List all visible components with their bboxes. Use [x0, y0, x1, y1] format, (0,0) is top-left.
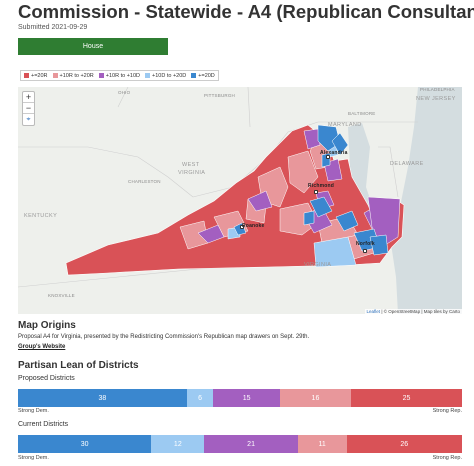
- current-lean-segment: 12: [151, 435, 205, 453]
- map-label-charleston: CHARLESTON: [128, 179, 161, 184]
- partisan-lean-heading: Partisan Lean of Districts: [18, 360, 139, 371]
- current-lean-segment: 11: [297, 435, 347, 453]
- legend-label: +10R to +20R: [59, 72, 94, 79]
- map-label-baltimore: BALTIMORE: [348, 111, 376, 116]
- map-legend: +=20R +10R to +20R +10R to +10D +10D to +20…: [20, 70, 219, 81]
- map-label-knoxville: KNOXVILLE: [48, 293, 75, 298]
- city-marker-richmond: [314, 190, 318, 194]
- legend-swatch: [191, 73, 197, 78]
- map-label-alexandria: Alexandria: [320, 150, 348, 156]
- legend-item: +10D to +20D: [145, 73, 186, 79]
- current-lean-segment: 21: [204, 435, 298, 453]
- legend-swatch: [52, 73, 58, 78]
- current-lean-bar: 30 12 21 11 26: [18, 435, 462, 453]
- proposed-lean-segment: 16: [279, 389, 351, 407]
- legend-item: +10R to +10D: [98, 72, 141, 79]
- zoom-in-button[interactable]: +: [23, 92, 34, 103]
- map-label-norfolk: Norfolk: [356, 241, 375, 247]
- map-origins-heading: Map Origins: [18, 320, 76, 331]
- map-label-pittsburgh: PITTSBURGH: [204, 93, 236, 98]
- map-label-west-2: VIRGINIA: [178, 170, 206, 176]
- strong-dem-label-current: Strong Dem.: [18, 455, 49, 461]
- group-website-link[interactable]: Group's Website: [18, 344, 66, 350]
- strong-rep-label-current: Strong Rep.: [432, 455, 462, 461]
- ocean: [390, 87, 462, 314]
- map-label-west-1: WEST: [182, 162, 200, 168]
- map-label-ohio: OHIO: [118, 90, 131, 95]
- city-marker-roanoke: [240, 225, 244, 229]
- map-label-maryland: MARYLAND: [328, 122, 362, 128]
- current-districts-label: Current Districts: [18, 421, 69, 428]
- leaflet-link[interactable]: Leaflet: [366, 309, 381, 314]
- strong-dem-label: Strong Dem.: [18, 408, 49, 414]
- page-title: Commission - Statewide - A4 (Republican …: [18, 1, 474, 22]
- map-origins-text: Proposal A4 for Virginia, presented by t…: [18, 334, 310, 340]
- map-label-kentucky: KENTUCKY: [24, 213, 58, 219]
- map-label-new-jersey: NEW JERSEY: [416, 96, 456, 102]
- legend-swatch: [145, 73, 151, 78]
- legend-label: +10R to +10D: [105, 72, 141, 79]
- legend-label: +10D to +20D: [152, 72, 187, 79]
- map-attribution: Leaflet | © OpenStreetMap | Map tiles by…: [364, 309, 462, 314]
- district-map[interactable]: OHIO PITTSBURGH MARYLAND NEW JERSEY PHIL…: [18, 87, 462, 314]
- map-canvas: [18, 87, 462, 314]
- map-label-philadelphia: PHILADELPHIA: [420, 87, 455, 92]
- attribution-text: | © OpenStreetMap | Map tiles by Carto: [380, 309, 460, 314]
- city-marker-norfolk: [363, 249, 367, 253]
- map-label-delaware: DELAWARE: [390, 161, 424, 167]
- map-label-virginia: VIRGINIA: [304, 262, 332, 268]
- current-lean-segment: 30: [18, 435, 152, 453]
- locate-icon[interactable]: ⌖: [26, 116, 31, 123]
- strong-rep-label: Strong Rep.: [432, 408, 462, 414]
- legend-item: +=20D: [191, 73, 215, 79]
- legend-item: +10R to +20R: [52, 72, 94, 79]
- proposed-lean-bar: 38 6 15 16 25: [18, 389, 462, 407]
- proposed-districts-label: Proposed Districts: [18, 375, 75, 382]
- current-lean-segment: 26: [346, 435, 462, 453]
- legend-item: +=20R: [24, 73, 48, 79]
- legend-label: +=20R: [31, 72, 48, 79]
- proposed-lean-segment: 25: [350, 389, 462, 407]
- proposed-lean-segment: 15: [213, 389, 280, 407]
- map-zoom-controls: + − ⌖: [22, 91, 35, 126]
- proposed-lean-segment: 6: [186, 389, 214, 407]
- city-marker-alexandria: [326, 155, 330, 159]
- legend-swatch: [24, 73, 29, 78]
- house-button[interactable]: House: [18, 38, 168, 55]
- map-label-roanoke: Roanoke: [242, 223, 265, 229]
- legend-swatch: [98, 73, 104, 78]
- legend-label: +=20D: [198, 72, 215, 79]
- proposed-lean-segment: 38: [18, 389, 187, 407]
- submitted-date: Submitted 2021-09-29: [18, 24, 88, 31]
- map-label-richmond: Richmond: [308, 183, 335, 189]
- zoom-out-button[interactable]: −: [23, 103, 34, 114]
